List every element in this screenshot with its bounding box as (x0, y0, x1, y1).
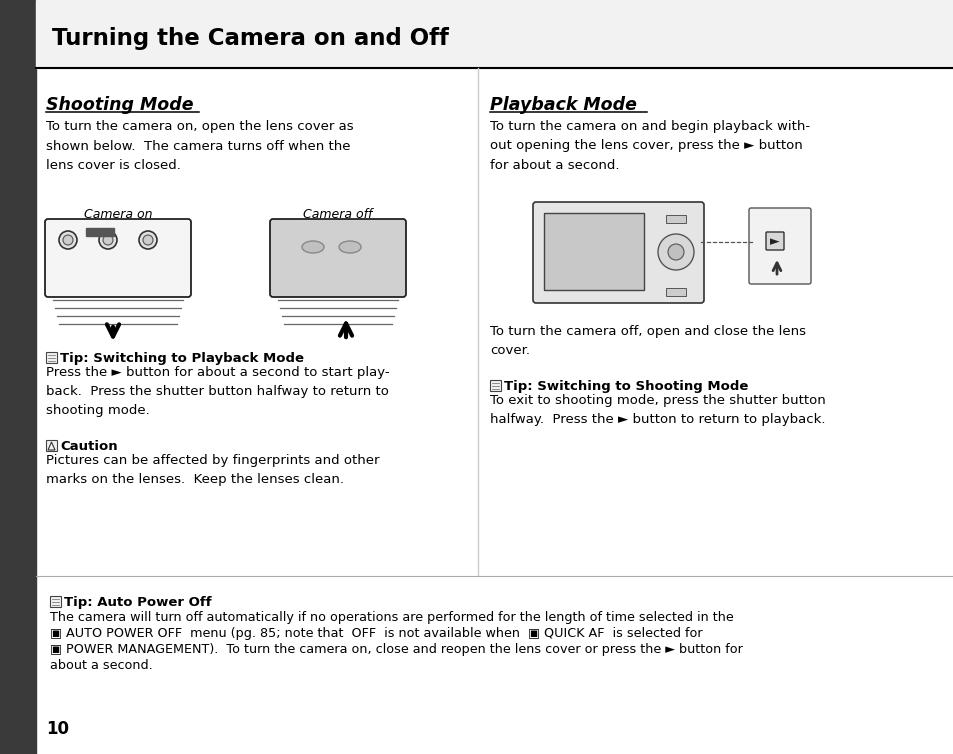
Ellipse shape (338, 241, 360, 253)
Text: ▣ AUTO POWER OFF  menu (pg. 85; note that  OFF  is not available when  ▣ QUICK A: ▣ AUTO POWER OFF menu (pg. 85; note that… (50, 627, 702, 640)
Text: Pictures can be affected by fingerprints and other
marks on the lenses.  Keep th: Pictures can be affected by fingerprints… (46, 454, 379, 486)
Circle shape (59, 231, 77, 249)
Text: Tip: Switching to Shooting Mode: Tip: Switching to Shooting Mode (503, 380, 747, 393)
FancyBboxPatch shape (50, 596, 61, 607)
Text: about a second.: about a second. (50, 659, 152, 672)
Bar (36, 0, 953, 68)
Text: Caution: Caution (60, 440, 117, 453)
Circle shape (143, 235, 152, 245)
Bar (0, 0, 36, 754)
FancyBboxPatch shape (490, 380, 500, 391)
Circle shape (63, 235, 73, 245)
Text: Tip: Auto Power Off: Tip: Auto Power Off (64, 596, 212, 609)
Circle shape (667, 244, 683, 260)
FancyBboxPatch shape (46, 352, 57, 363)
Text: To turn the camera on and begin playback with-
out opening the lens cover, press: To turn the camera on and begin playback… (490, 120, 809, 172)
Text: Camera on: Camera on (84, 208, 152, 221)
Text: Playback Mode: Playback Mode (490, 96, 637, 114)
Text: The camera will turn off automatically if no operations are performed for the le: The camera will turn off automatically i… (50, 611, 733, 624)
Bar (665, 288, 685, 296)
Text: 10: 10 (46, 720, 69, 738)
Text: Turning the Camera on and Off: Turning the Camera on and Off (52, 26, 449, 50)
FancyBboxPatch shape (748, 208, 810, 284)
Text: To exit to shooting mode, press the shutter button
halfway.  Press the ► button : To exit to shooting mode, press the shut… (490, 394, 825, 426)
Text: ►: ► (769, 235, 779, 248)
Bar (665, 215, 685, 223)
Text: To turn the camera off, open and close the lens
cover.: To turn the camera off, open and close t… (490, 325, 805, 357)
Text: ▣ POWER MANAGEMENT).  To turn the camera on, close and reopen the lens cover or : ▣ POWER MANAGEMENT). To turn the camera … (50, 643, 742, 656)
Circle shape (99, 231, 117, 249)
FancyBboxPatch shape (765, 232, 783, 250)
Text: To turn the camera on, open the lens cover as
shown below.  The camera turns off: To turn the camera on, open the lens cov… (46, 120, 354, 172)
Circle shape (139, 231, 157, 249)
FancyBboxPatch shape (533, 202, 703, 303)
Ellipse shape (302, 241, 324, 253)
Bar (86, 228, 113, 236)
FancyBboxPatch shape (270, 219, 406, 297)
Text: Tip: Switching to Playback Mode: Tip: Switching to Playback Mode (60, 352, 304, 365)
Text: Shooting Mode: Shooting Mode (46, 96, 193, 114)
FancyBboxPatch shape (45, 219, 191, 297)
FancyBboxPatch shape (46, 440, 57, 451)
Text: Press the ► button for about a second to start play-
back.  Press the shutter bu: Press the ► button for about a second to… (46, 366, 389, 418)
Circle shape (103, 235, 112, 245)
Text: Camera off: Camera off (303, 208, 373, 221)
Polygon shape (48, 442, 55, 450)
Circle shape (658, 234, 693, 270)
Bar (543, 213, 643, 290)
